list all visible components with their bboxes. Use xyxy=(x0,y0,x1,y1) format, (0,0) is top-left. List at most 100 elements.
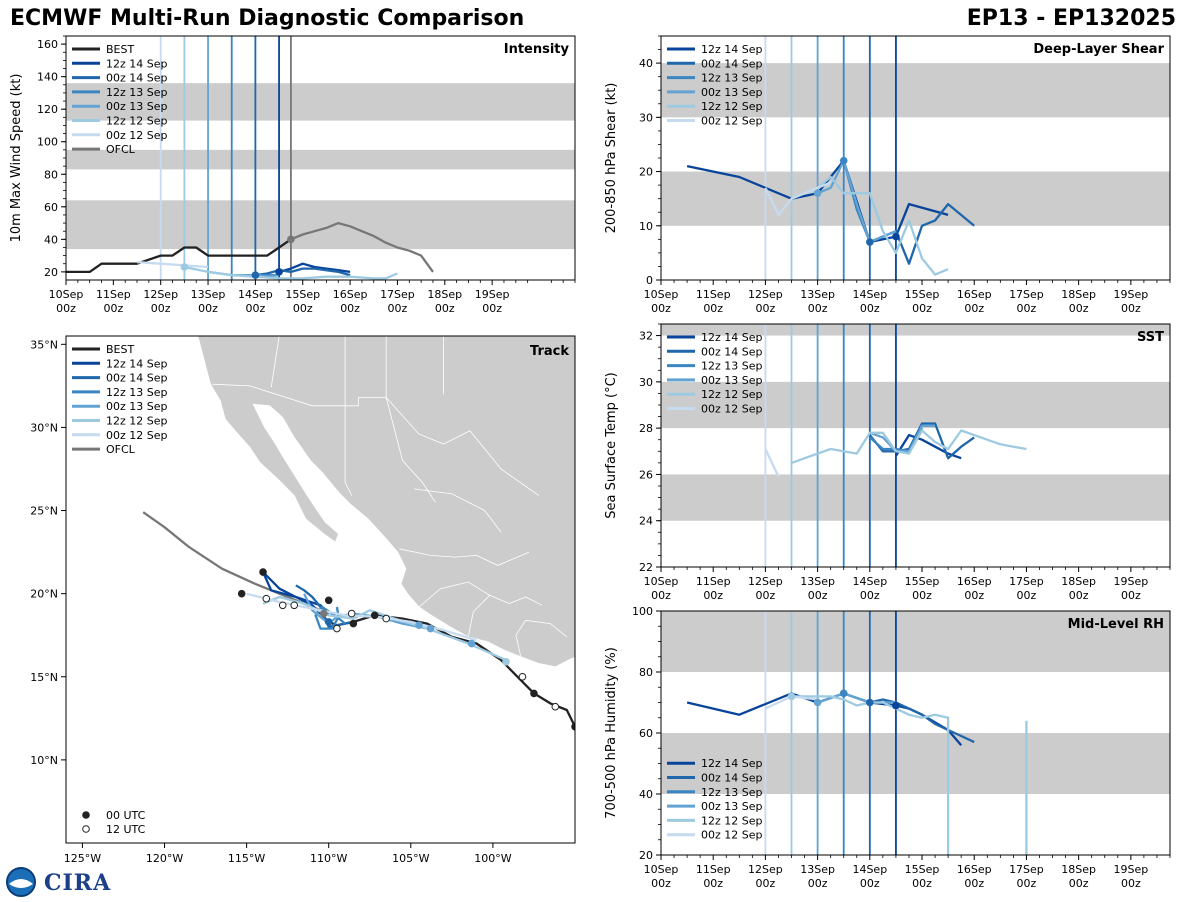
x-tick-label: 15Sep xyxy=(905,575,940,588)
panel-title: Intensity xyxy=(504,42,570,57)
state-border xyxy=(385,397,436,503)
rh-series xyxy=(686,689,1028,855)
x-tick-label: 00z xyxy=(860,302,880,315)
legend-marker-12utc xyxy=(82,825,90,833)
x-tick-label: 13Sep xyxy=(191,288,226,301)
landmass xyxy=(197,336,575,668)
x-tick-label: 14Sep xyxy=(852,288,887,301)
state-border xyxy=(414,488,502,533)
threshold-band xyxy=(66,200,575,250)
x-tick-label: 12Sep xyxy=(748,575,783,588)
x-tick-label: 00z xyxy=(388,302,408,315)
legend-label-00-utc: 00 UTC xyxy=(106,809,146,822)
track-point xyxy=(382,614,390,623)
data-point xyxy=(866,238,874,246)
y-tick-label: 22 xyxy=(639,561,653,574)
x-tick-label: 00z xyxy=(246,302,266,315)
lon-tick-label: 105°W xyxy=(392,852,429,865)
track-point xyxy=(467,639,476,648)
x-tick-label: 00z xyxy=(1121,302,1141,315)
x-tick-label: 10Sep xyxy=(644,288,679,301)
x-tick-label: 13Sep xyxy=(800,288,835,301)
x-tick-label: 00z xyxy=(1069,877,1089,890)
x-tick-label: 00z xyxy=(482,302,502,315)
x-tick-label: 00z xyxy=(964,877,984,890)
data-point xyxy=(251,271,260,279)
shear-panel: 01020304010Sep00z11Sep00z12Sep00z13Sep00… xyxy=(604,35,1171,315)
lat-tick-label: 25°N xyxy=(30,505,58,518)
lon-tick-label: 110°W xyxy=(310,852,347,865)
x-tick-label: 00z xyxy=(808,302,828,315)
lon-tick-label: 100°W xyxy=(474,852,511,865)
sst-plot-area xyxy=(661,324,1170,567)
y-tick-label: 100 xyxy=(632,605,653,618)
x-tick-label: 14Sep xyxy=(852,863,887,876)
legend-label-00z-13-sep: 00z 13 Sep xyxy=(106,400,168,413)
x-tick-label: 00z xyxy=(808,877,828,890)
legend-label-ofcl: OFCL xyxy=(106,443,136,456)
legend-label-ofcl: OFCL xyxy=(106,143,136,156)
rh-panel: 2040608010010Sep00z11Sep00z12Sep00z13Sep… xyxy=(604,605,1171,890)
data-point xyxy=(892,701,900,710)
track-point xyxy=(319,609,328,618)
x-tick-label: 00z xyxy=(860,877,880,890)
sst-series xyxy=(764,422,1027,478)
y-tick-label: 0 xyxy=(646,274,653,287)
intensity-series xyxy=(66,221,434,280)
x-tick-label: 00z xyxy=(703,877,723,890)
track-point xyxy=(333,624,341,633)
x-tick-label: 16Sep xyxy=(957,863,992,876)
track-point xyxy=(502,658,510,666)
legend-label-12z-14-sep: 12z 14 Sep xyxy=(106,57,168,70)
x-tick-label: 11Sep xyxy=(696,863,731,876)
x-tick-label: 15Sep xyxy=(905,288,940,301)
x-tick-label: 16Sep xyxy=(333,288,368,301)
legend-label-00z-12-sep: 00z 12 Sep xyxy=(701,403,763,416)
y-tick-label: 32 xyxy=(639,330,653,343)
legend-label-12z-13-sep: 12z 13 Sep xyxy=(106,86,168,99)
legend-label-12z-12-sep: 12z 12 Sep xyxy=(106,115,168,128)
x-tick-label: 00z xyxy=(756,302,776,315)
track-frame xyxy=(65,335,576,844)
legend-label-00z-13-sep: 00z 13 Sep xyxy=(701,86,763,99)
y-tick-label: 24 xyxy=(639,515,653,528)
lat-tick-label: 35°N xyxy=(30,338,58,351)
series-line-00z-13-sep xyxy=(817,159,897,244)
noaa-globe-icon xyxy=(6,867,36,897)
threshold-band xyxy=(66,83,575,121)
lon-tick-label: 120°W xyxy=(146,852,183,865)
legend-label-00z-14-sep: 00z 14 Sep xyxy=(701,772,763,785)
map-layer xyxy=(142,336,575,731)
legend-label-00z-12-sep: 00z 12 Sep xyxy=(701,115,763,128)
x-tick-label: 00z xyxy=(912,589,932,602)
x-tick-label: 14Sep xyxy=(852,575,887,588)
x-tick-label: 00z xyxy=(1017,302,1037,315)
series-line-00z-12-sep xyxy=(764,181,832,217)
x-tick-label: 10Sep xyxy=(49,288,84,301)
x-tick-label: 17Sep xyxy=(1009,575,1044,588)
x-tick-label: 00z xyxy=(1069,589,1089,602)
legend-label-best: BEST xyxy=(106,343,134,356)
x-tick-label: 18Sep xyxy=(1061,575,1096,588)
series-line-best xyxy=(66,238,292,274)
storm-id: EP13 - EP132025 xyxy=(966,6,1176,31)
data-point xyxy=(275,268,283,276)
legend-label-best: BEST xyxy=(106,43,134,56)
legend-label-12z-14-sep: 12z 14 Sep xyxy=(106,357,168,370)
track-line-best xyxy=(328,614,575,728)
legend-label-12z-13-sep: 12z 13 Sep xyxy=(701,786,763,799)
y-tick-label: 40 xyxy=(639,57,653,70)
series-line-ofcl xyxy=(290,221,434,273)
x-tick-label: 12Sep xyxy=(143,288,178,301)
x-tick-label: 00z xyxy=(651,877,671,890)
lat-tick-label: 10°N xyxy=(30,754,58,767)
x-tick-label: 00z xyxy=(860,589,880,602)
series-line-00z-12-sep xyxy=(764,448,780,478)
x-tick-label: 00z xyxy=(756,589,776,602)
threshold-band xyxy=(661,611,1170,672)
legend-label-00z-14-sep: 00z 14 Sep xyxy=(106,372,168,385)
legend-label-00z-12-sep: 00z 12 Sep xyxy=(106,129,168,142)
x-tick-label: 11Sep xyxy=(696,575,731,588)
x-tick-label: 00z xyxy=(198,302,218,315)
